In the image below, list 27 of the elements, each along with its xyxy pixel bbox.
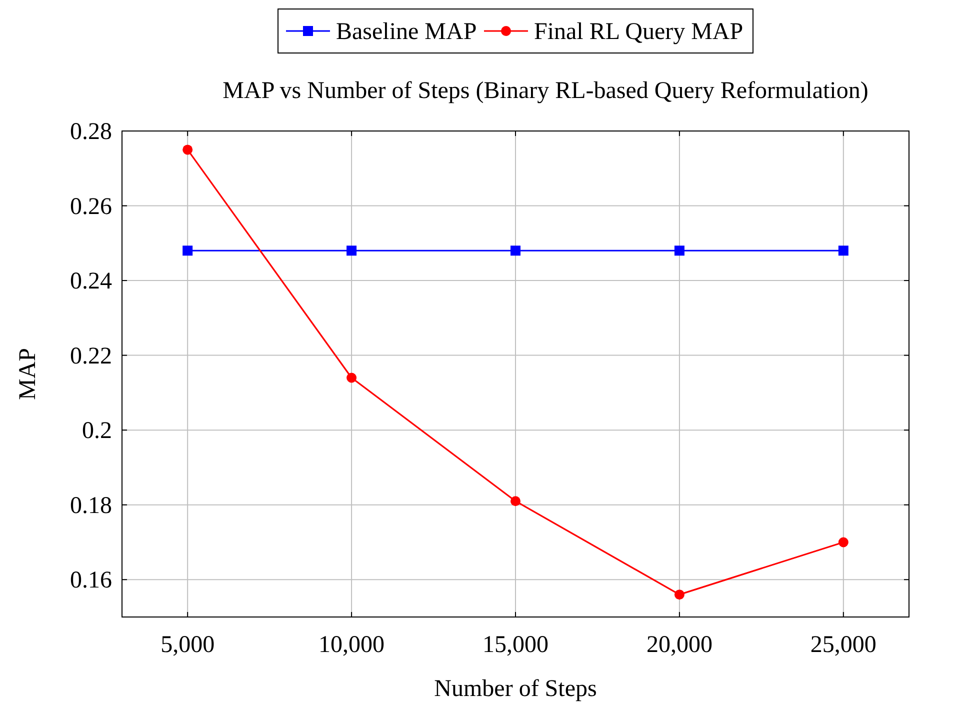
y-tick-label: 0.18: [70, 492, 112, 519]
y-tick-label: 0.24: [70, 268, 112, 295]
y-tick-label: 0.16: [70, 568, 112, 594]
y-tick-label: 0.28: [70, 119, 112, 145]
x-tick-label: 10,000: [318, 632, 385, 658]
y-tick-label: 0.2: [82, 418, 112, 444]
point: [674, 590, 684, 600]
x-tick-label: 25,000: [810, 632, 876, 658]
y-tick-label: 0.26: [70, 194, 112, 220]
x-tick-label: 20,000: [646, 632, 712, 658]
point: [346, 246, 357, 256]
point: [510, 496, 520, 506]
point: [182, 246, 193, 256]
point: [510, 246, 520, 256]
point: [346, 372, 357, 383]
point: [182, 144, 193, 155]
x-tick-label: 15,000: [482, 632, 548, 658]
legend-label: Final RL Query MAP: [534, 19, 744, 45]
x-tick-label: 5,000: [160, 632, 215, 658]
y-tick-label: 0.22: [70, 343, 112, 370]
chart-title: MAP vs Number of Steps (Binary RL-based Query Reformulation): [222, 78, 868, 104]
legend-label: Baseline MAP: [336, 19, 477, 45]
point: [838, 246, 848, 256]
point: [838, 537, 848, 548]
y-axis-title: MAP: [15, 348, 41, 400]
point: [674, 246, 684, 256]
x-axis-title: Number of Steps: [434, 676, 597, 702]
